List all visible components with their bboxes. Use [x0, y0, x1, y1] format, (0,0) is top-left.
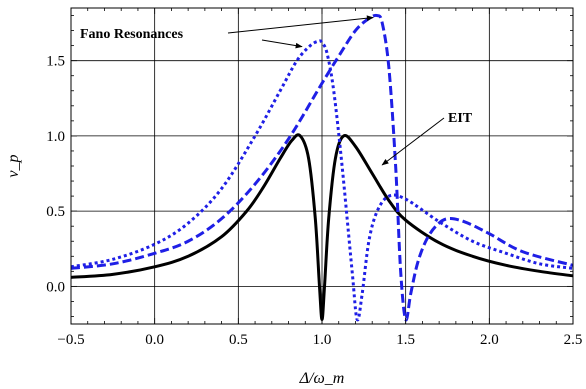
x-tick-label-5: 2.0	[480, 332, 499, 348]
y-tick-label-3: 1.5	[46, 54, 65, 70]
x-tick-label-6: 2.5	[564, 332, 583, 348]
x-tick-label-2: 0.5	[229, 332, 248, 348]
annotation-arrow-fano-2	[261, 39, 303, 49]
annotation-layer: Fano Resonances EIT	[80, 15, 473, 166]
x-tick-label-0: −0.5	[57, 332, 84, 348]
y-tick-label-1: 0.5	[46, 204, 65, 220]
y-axis-label: ν_p	[5, 154, 22, 177]
x-axis-label: Δ/ω_m	[299, 370, 345, 387]
x-tick-label-4: 1.5	[396, 332, 415, 348]
tick-labels: −0.5 0.0 0.5 1.0 1.5 2.0 2.5 0.0 0.5 1.0 1.5	[46, 54, 582, 348]
x-tick-label-1: 0.0	[145, 332, 164, 348]
annotation-eit: EIT	[448, 111, 473, 126]
series-line-dashed	[70, 13, 574, 322]
y-tick-label-2: 1.0	[46, 129, 65, 145]
annotation-arrow-fano-1	[227, 15, 374, 34]
annotation-fano-resonances: Fano Resonances	[80, 27, 184, 42]
y-tick-label-0: 0.0	[46, 279, 65, 295]
tick-marks	[70, 8, 574, 324]
x-tick-label-3: 1.0	[313, 332, 332, 348]
annotation-arrow-eit	[381, 117, 445, 166]
grid-lines	[70, 8, 574, 324]
